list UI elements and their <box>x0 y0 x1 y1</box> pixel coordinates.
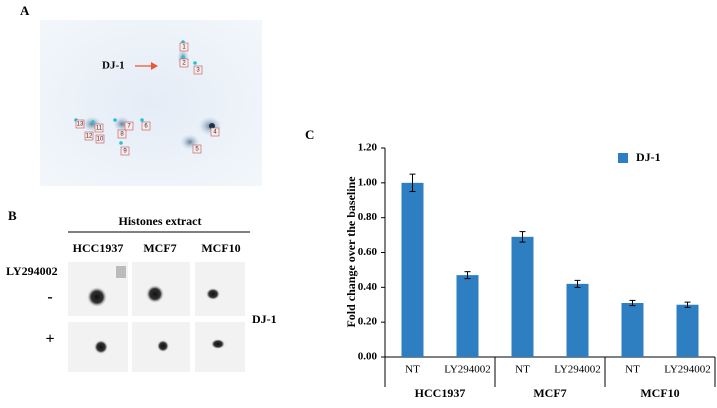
spot-box <box>120 146 130 156</box>
error-bar <box>629 299 636 307</box>
spot-label: 3 <box>196 68 200 74</box>
x-tick-label: LY294002 <box>664 364 711 376</box>
spot-box <box>179 58 189 68</box>
spot-box <box>117 129 127 139</box>
spot-label: 2 <box>182 61 186 67</box>
x-tick-label: LY294002 <box>554 364 601 376</box>
spot-box <box>75 119 85 129</box>
legend-swatch <box>618 153 628 163</box>
x-tick-label: NT <box>625 364 640 376</box>
spot-box <box>179 42 189 52</box>
spot-box <box>192 144 202 154</box>
group-label: MCF7 <box>533 386 566 400</box>
marker-label: DJ-1 <box>102 60 125 72</box>
y-tick-label: 0.20 <box>358 316 378 328</box>
spot-box <box>124 121 134 131</box>
spot-label: 10 <box>97 137 104 143</box>
error-bar <box>684 301 691 308</box>
y-tick-label: 1.00 <box>358 176 378 188</box>
spot-label: 9 <box>123 149 127 155</box>
bar <box>676 304 699 357</box>
spot-label: 13 <box>77 122 84 128</box>
spot-box <box>141 121 151 131</box>
row-label: + <box>45 331 54 348</box>
panel-label: B <box>8 208 17 223</box>
spot-box <box>94 123 104 133</box>
error-bar <box>519 231 526 243</box>
spot-box <box>95 134 105 144</box>
y-tick-label: 0.40 <box>358 281 378 293</box>
x-tick-label: NT <box>515 364 530 376</box>
header: Histones extract <box>119 214 202 228</box>
error-bar <box>464 271 471 280</box>
protein-label: DJ-1 <box>252 312 277 326</box>
spot-box <box>193 65 203 75</box>
treatment: LY294002 <box>6 264 58 278</box>
error-bar <box>574 279 581 288</box>
y-axis-label: Fold change over the baseline <box>344 176 358 328</box>
row-label: - <box>47 289 52 306</box>
bar <box>621 303 644 357</box>
spot-label: 4 <box>213 130 217 136</box>
panel-label: A <box>20 3 30 18</box>
spot-label: 8 <box>120 132 124 138</box>
panel-label: C <box>305 127 314 142</box>
blots <box>68 262 245 372</box>
arrow-head <box>151 62 158 70</box>
group-label: HCC1937 <box>415 386 466 400</box>
legend-label: DJ-1 <box>636 150 661 164</box>
spot-label: 1 <box>182 45 186 51</box>
bar <box>566 283 589 357</box>
error-bar <box>409 173 416 193</box>
spot-label: 12 <box>86 134 93 140</box>
spot-label: 11 <box>96 126 103 132</box>
bar <box>456 275 479 357</box>
cell-line: MCF10 <box>201 241 240 255</box>
spot-label: 7 <box>127 124 131 130</box>
cell-line: HCC1937 <box>73 241 124 255</box>
spot-box <box>84 131 94 141</box>
spot-label: 6 <box>144 124 148 130</box>
group-label: MCF10 <box>640 386 679 400</box>
y-tick-label: 0.60 <box>358 246 378 258</box>
gel-image <box>40 20 262 186</box>
y-tick-label: 0.00 <box>358 351 378 363</box>
cell-line: MCF7 <box>143 241 176 255</box>
bar <box>401 182 424 357</box>
x-tick-label: NT <box>405 364 420 376</box>
bar <box>511 236 534 357</box>
x-tick-label: LY294002 <box>444 364 491 376</box>
spot-label: 5 <box>195 147 199 153</box>
y-tick-label: 1.20 <box>358 142 378 154</box>
spot-box <box>210 127 220 137</box>
y-tick-label: 0.80 <box>358 211 378 223</box>
